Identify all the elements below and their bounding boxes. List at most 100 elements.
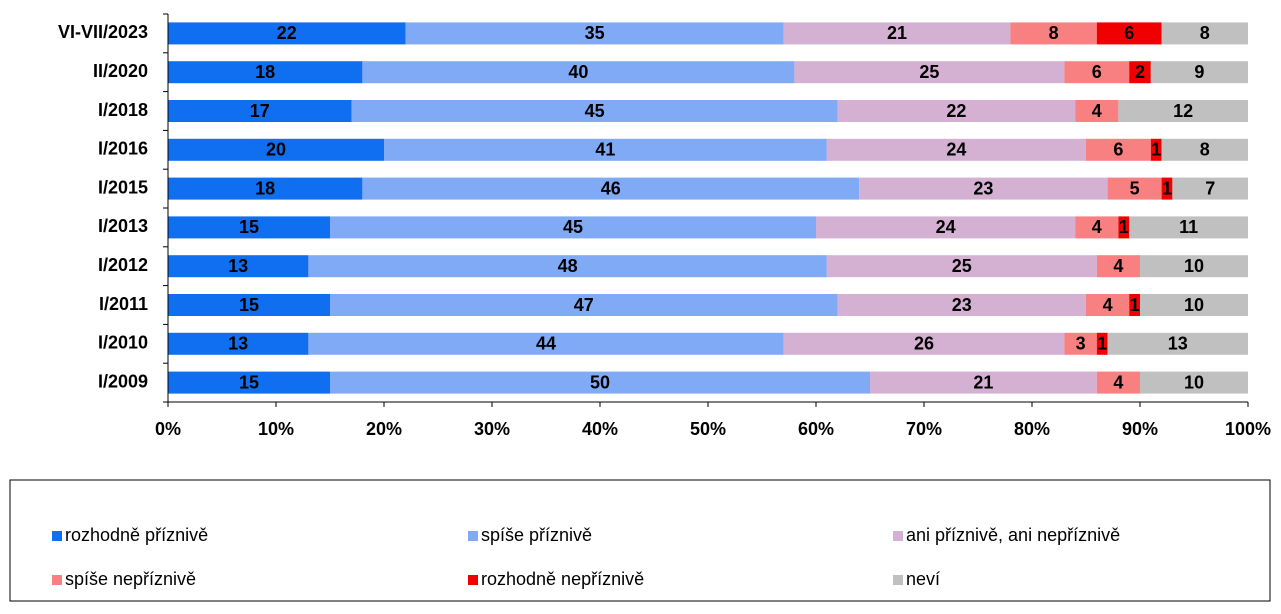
data-label: 1 xyxy=(1130,295,1140,315)
data-label: 9 xyxy=(1194,62,1204,82)
bar-segment xyxy=(1161,177,1173,200)
bar-segment xyxy=(859,177,1108,200)
bar-segment xyxy=(362,61,795,84)
data-label: 13 xyxy=(228,334,248,354)
bar-segment xyxy=(168,332,309,355)
data-label: 15 xyxy=(239,295,259,315)
x-tick-label: 60% xyxy=(798,419,834,439)
legend-swatch xyxy=(468,575,478,585)
data-label: 35 xyxy=(585,23,605,43)
y-tick-label: I/2015 xyxy=(98,177,148,197)
data-label: 17 xyxy=(250,101,270,121)
data-label: 20 xyxy=(266,140,286,160)
legend-label: rozhodně nepříznivě xyxy=(481,569,644,589)
data-label: 25 xyxy=(919,62,939,82)
bar-segment xyxy=(870,371,1097,394)
data-label: 1 xyxy=(1097,334,1107,354)
legend-label: spíše příznivě xyxy=(481,525,592,545)
data-label: 4 xyxy=(1103,295,1113,315)
y-tick-label: I/2013 xyxy=(98,216,148,236)
data-label: 50 xyxy=(590,372,610,392)
x-tick-label: 70% xyxy=(906,419,942,439)
data-label: 6 xyxy=(1124,23,1134,43)
data-label: 24 xyxy=(946,140,966,160)
legend-label: neví xyxy=(906,569,940,589)
data-label: 41 xyxy=(595,140,615,160)
x-tick-label: 20% xyxy=(366,419,402,439)
bar-segment xyxy=(826,255,1097,278)
data-label: 8 xyxy=(1049,23,1059,43)
bar-segment xyxy=(168,294,330,316)
data-label: 22 xyxy=(277,23,297,43)
bar-segment xyxy=(1118,216,1130,239)
data-label: 1 xyxy=(1151,140,1161,160)
x-tick-label: 50% xyxy=(690,419,726,439)
legend-label: spíše nepříznivě xyxy=(65,569,196,589)
data-label: 12 xyxy=(1173,101,1193,121)
bar-segment xyxy=(1118,100,1248,122)
bar-segment xyxy=(1161,22,1248,45)
y-tick-label: II/2020 xyxy=(93,61,148,81)
data-label: 44 xyxy=(536,334,556,354)
data-label: 23 xyxy=(952,295,972,315)
data-label: 13 xyxy=(228,256,248,276)
y-tick-label: I/2012 xyxy=(98,255,148,275)
data-label: 25 xyxy=(952,256,972,276)
bar-segment xyxy=(168,100,352,122)
data-label: 45 xyxy=(563,217,583,237)
x-tick-label: 80% xyxy=(1014,419,1050,439)
data-label: 24 xyxy=(936,217,956,237)
y-tick-label: I/2011 xyxy=(99,294,148,314)
legend-swatch xyxy=(893,575,903,585)
data-label: 22 xyxy=(946,101,966,121)
data-label: 23 xyxy=(973,178,993,198)
data-label: 4 xyxy=(1092,217,1102,237)
data-label: 4 xyxy=(1092,101,1102,121)
bar-segment xyxy=(351,100,838,122)
legend-label: ani příznivě, ani nepříznivě xyxy=(906,525,1120,545)
bar-segment xyxy=(384,138,827,161)
data-label: 6 xyxy=(1113,140,1123,160)
data-label: 13 xyxy=(1168,334,1188,354)
data-label: 5 xyxy=(1130,178,1140,198)
bar-segment xyxy=(826,138,1086,161)
bar-segment xyxy=(1075,216,1119,239)
data-label: 18 xyxy=(255,178,275,198)
bar-segment xyxy=(1172,177,1248,200)
data-label: 1 xyxy=(1162,178,1172,198)
bar-segment xyxy=(794,61,1065,84)
y-tick-label: I/2018 xyxy=(98,100,148,120)
bar-segment xyxy=(168,22,406,45)
bar-segment xyxy=(1129,216,1248,239)
data-label: 40 xyxy=(568,62,588,82)
bar-segment xyxy=(1107,177,1162,200)
bar-segment xyxy=(783,332,1065,355)
data-label: 21 xyxy=(887,23,907,43)
data-label: 10 xyxy=(1184,256,1204,276)
bar-segment xyxy=(308,255,827,278)
data-label: 11 xyxy=(1179,217,1198,237)
bar-segment xyxy=(1140,255,1248,278)
data-label: 6 xyxy=(1092,62,1102,82)
data-label: 1 xyxy=(1119,217,1129,237)
data-label: 18 xyxy=(255,62,275,82)
data-label: 2 xyxy=(1135,62,1145,82)
x-tick-label: 0% xyxy=(155,419,181,439)
bar-segment xyxy=(168,371,330,394)
bar-segment xyxy=(1140,371,1248,394)
data-label: 48 xyxy=(558,256,578,276)
bar-segment xyxy=(1075,100,1119,122)
y-tick-label: I/2016 xyxy=(98,139,148,159)
bar-segment xyxy=(1064,332,1097,355)
bar-segment xyxy=(1086,294,1130,316)
y-tick-label: VI-VII/2023 xyxy=(58,22,148,42)
bar-segment xyxy=(168,61,363,84)
legend-swatch xyxy=(52,531,62,541)
x-tick-label: 100% xyxy=(1225,419,1271,439)
bar-segment xyxy=(1129,294,1140,316)
legend-swatch xyxy=(468,531,478,541)
legend-swatch xyxy=(52,575,62,585)
bar-segment xyxy=(1096,332,1108,355)
